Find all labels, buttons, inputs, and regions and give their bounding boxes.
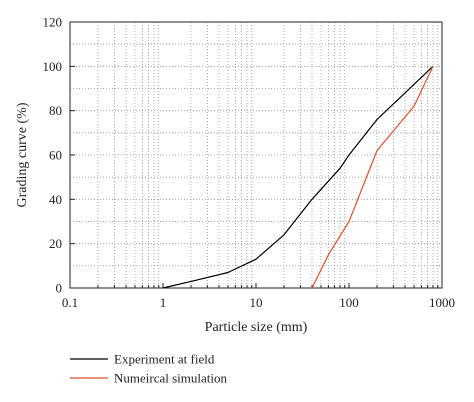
grid-lines xyxy=(70,22,442,288)
legend: Experiment at field Numeircal simulation xyxy=(70,352,228,386)
y-tick-label: 100 xyxy=(43,59,63,74)
y-tick-label: 0 xyxy=(56,281,63,296)
x-tick-label: 100 xyxy=(339,295,359,310)
y-tick-label: 20 xyxy=(49,236,62,251)
series-line xyxy=(312,66,433,288)
x-tick-label: 0.1 xyxy=(62,295,78,310)
y-tick-label: 60 xyxy=(49,148,62,163)
x-tick-label: 1000 xyxy=(429,295,455,310)
x-tick-label: 10 xyxy=(250,295,263,310)
legend-label: Experiment at field xyxy=(114,352,215,367)
legend-label: Numeircal simulation xyxy=(114,371,228,386)
y-tick-label: 40 xyxy=(49,192,62,207)
x-axis-label: Particle size (mm) xyxy=(205,320,308,335)
x-tick-label: 1 xyxy=(160,295,167,310)
y-tick-label: 120 xyxy=(43,15,63,30)
y-tick-label: 80 xyxy=(49,103,62,118)
y-axis-label: Grading curve (%) xyxy=(15,102,30,207)
